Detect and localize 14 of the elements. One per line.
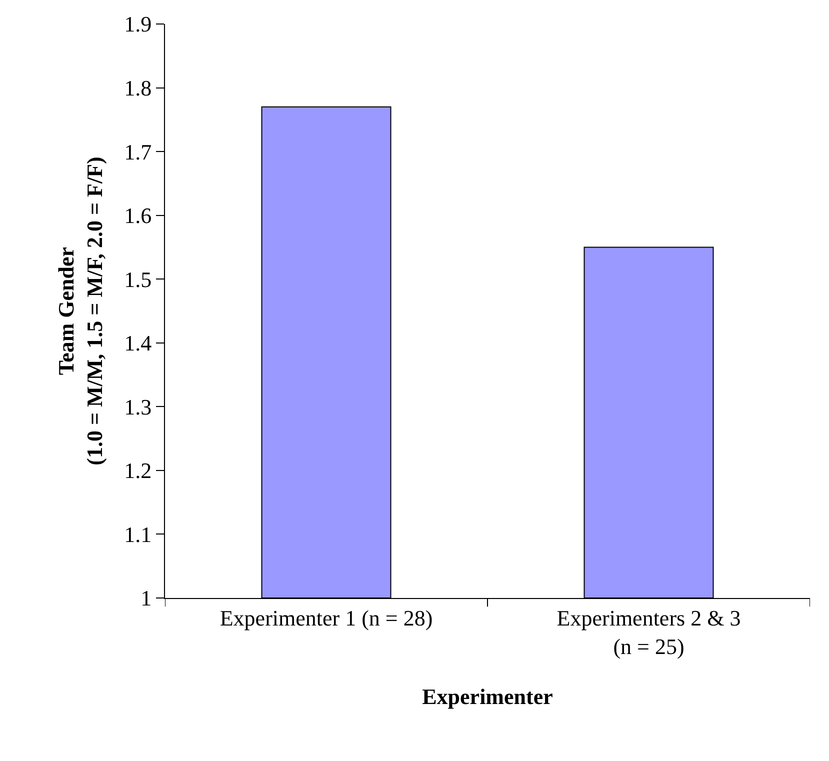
y-tick-label: 1.2 — [124, 458, 152, 484]
y-tick-label: 1.4 — [124, 330, 152, 356]
y-tick-label: 1 — [140, 586, 152, 611]
y-tick-label: 1.8 — [124, 75, 152, 100]
y-tick-label: 1.3 — [124, 394, 152, 420]
y-axis-title: Team Gender (1.0 = M/M, 1.5 = M/F, 2.0 = F/F) — [53, 156, 107, 466]
y-tick-label: 1.6 — [124, 203, 152, 228]
y-tick-label: 1.5 — [124, 266, 152, 292]
x-tick-label: Experimenters 2 & 3 (n = 25) — [556, 605, 741, 659]
y-tick-label: 1.9 — [124, 12, 152, 37]
x-axis-title: Experimenter — [422, 684, 554, 709]
y-tick-label: 1.1 — [124, 522, 152, 547]
y-tick-label: 1.7 — [124, 139, 152, 164]
x-tick-label: Experimenter 1 (n = 28) — [220, 605, 433, 630]
